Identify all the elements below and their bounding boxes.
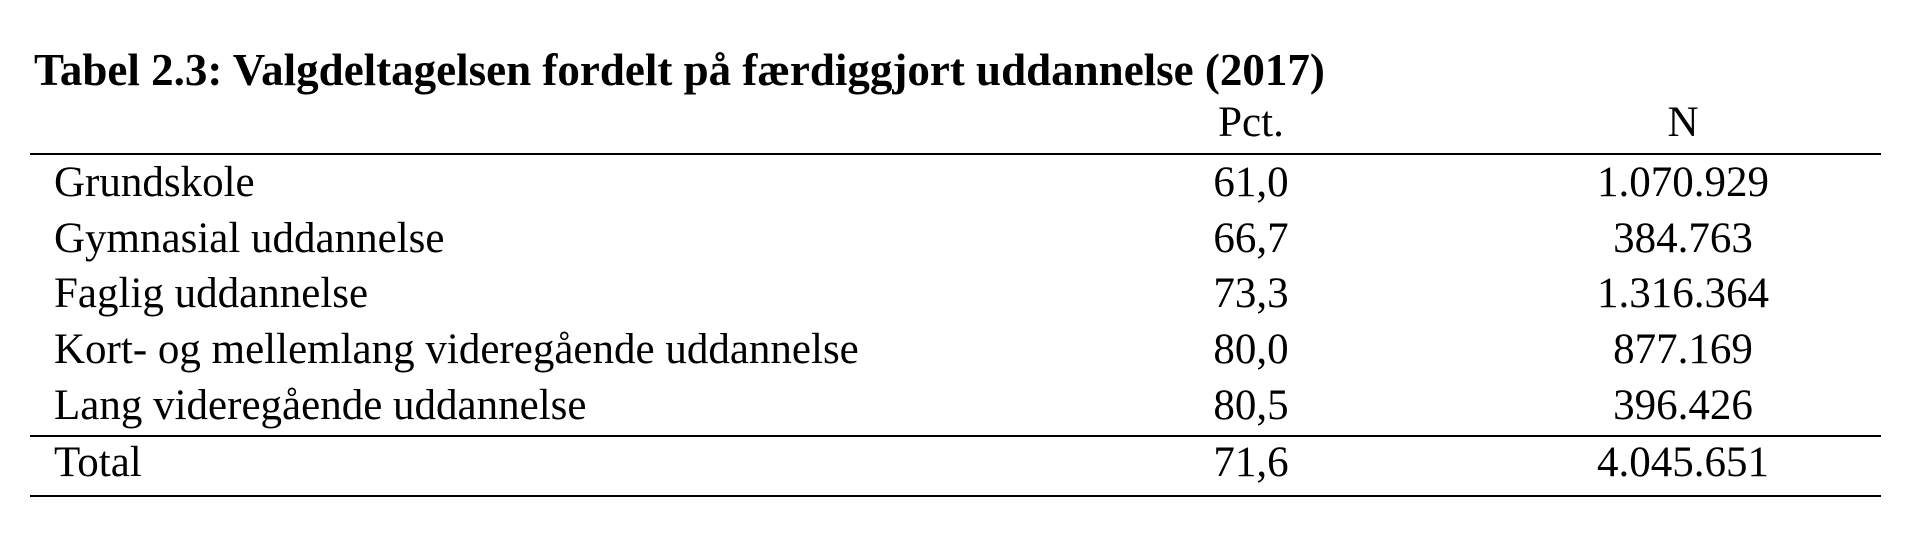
cell-value: 1.070.929 [1597,159,1769,206]
row-label: Gymnasial uddannelse [54,214,445,262]
total-value: 4.045.651 [1597,439,1769,486]
cell-value: 66,7 [1213,214,1289,262]
total-rule [30,435,1881,437]
cell-value: 80,0 [1213,326,1289,374]
row-label: Lang videregående uddannelse [54,381,587,429]
cell-value: 384.763 [1613,214,1753,262]
cell-value: 396.426 [1613,381,1753,429]
row-label: Faglig uddannelse [54,270,369,318]
row-label: Grundskole [54,159,255,206]
table-title: Tabel 2.3: Valgdeltagelsen fordelt på fæ… [34,45,1325,95]
cell-value: 73,3 [1213,270,1289,318]
total-label: Total [54,439,142,486]
row-label: Kort- og mellemlang videregående uddanne… [54,326,859,374]
cell-value: 80,5 [1213,381,1289,429]
cell-value: 1.316.364 [1597,270,1769,318]
column-header: Pct. [1218,99,1284,146]
column-header: N [1667,99,1699,146]
cell-value: 877.169 [1613,326,1753,374]
top-rule [30,153,1881,155]
total-value: 71,6 [1213,439,1289,486]
cell-value: 61,0 [1213,159,1289,206]
bottom-rule [30,495,1881,497]
